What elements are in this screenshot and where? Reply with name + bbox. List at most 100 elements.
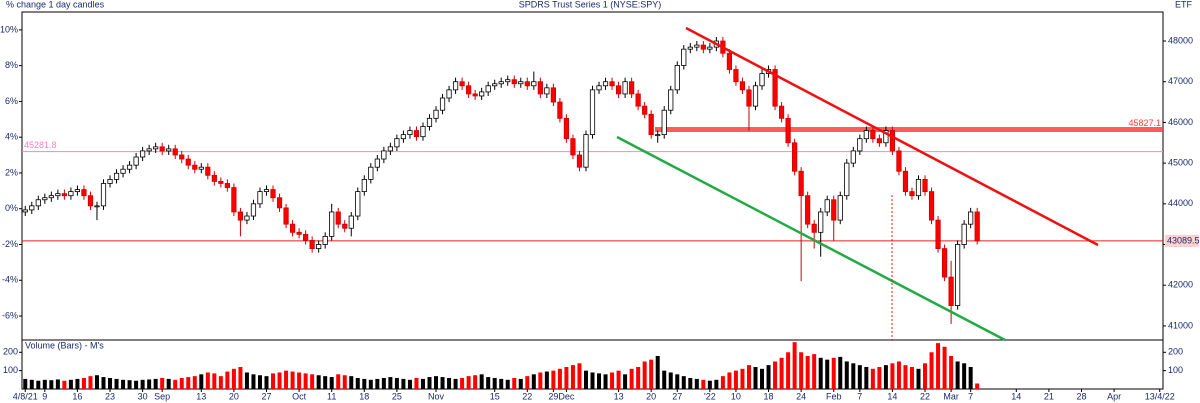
volume-bar [23,378,28,389]
candle-body [902,170,909,193]
volume-bar [936,343,941,389]
x-tick-label: 14 [1011,391,1021,401]
candle-body [537,81,543,95]
candle-body [374,158,380,168]
volume-bar [512,377,517,389]
y-tick-label: 0% [5,203,18,213]
volume-bar [310,374,315,389]
x-tick-label: 4/8/21 [13,391,38,401]
candle-body [218,181,224,184]
volume-bar [590,372,595,389]
volume-bar [277,372,282,389]
candle-body [153,146,159,150]
volume-tick-label: 200 [3,347,18,357]
candle-body [674,65,680,91]
trend-line-red [685,26,1099,247]
x-tick-label: Mar [943,391,959,401]
volume-bar [62,380,67,389]
volume-bar [427,377,432,389]
candle-body [322,235,328,245]
candle-body [466,85,472,95]
volume-bar [499,378,504,389]
candle-body [563,117,570,140]
volume-bar [381,377,386,389]
volume-bar [649,359,654,389]
volume-bar [264,376,269,389]
candle-body [289,223,296,233]
candle-body [505,79,511,83]
x-tick-label: 27 [261,391,271,401]
volume-bar [518,378,523,389]
candle-body [752,85,759,107]
candle-body [792,142,798,172]
candle-body [237,211,244,221]
y-tick-label: 2% [5,167,18,177]
volume-bar [916,368,921,389]
volume-bar [290,371,295,389]
volume-bar [88,376,93,389]
candle-body [935,219,941,249]
candle-body [231,187,237,213]
candle-body [615,85,622,95]
candle-body [107,178,113,184]
x-tick-label: 15 [490,391,500,401]
volume-bar [121,379,126,389]
candle-body [707,46,713,50]
x-tick-label: 13 [196,391,206,401]
candle-body [172,148,178,156]
x-tick-label: 27 [672,391,682,401]
candle-body [452,81,459,91]
x-tick-label: 20 [646,391,656,401]
candle-body [48,195,54,199]
candle-body [857,138,863,152]
chart-title: SPDRS Trust Series 1 (NYSE:SPY) [519,0,662,9]
volume-bar [877,366,882,389]
volume-bar [205,372,210,389]
corner-label: ETF [1175,0,1193,9]
y-tick-label: 4% [5,132,18,142]
volume-bar [955,361,960,389]
candle-body [479,91,485,97]
candle-body [100,183,107,207]
candle-body [596,85,602,91]
candle-body [629,81,635,95]
y2-tick-label: 48000 [1168,35,1193,45]
volume-bar [420,378,425,389]
volume-bar [883,365,888,389]
candle-body [400,134,407,140]
volume-bar [68,379,73,389]
candle-body [74,189,81,193]
candle-body [557,101,563,119]
candle-body [870,130,876,140]
candle-body [778,105,785,119]
candle-body [550,87,556,103]
volume-bar [284,370,289,389]
volume-bar [538,372,543,389]
volume-bar [812,354,817,389]
volume-bar [773,361,778,389]
volume-bar [460,377,465,389]
volume-bar [212,373,217,389]
candle-body [726,52,733,70]
candle-body [492,83,498,87]
x-tick-label: 10 [731,391,741,401]
volume-bar [414,377,419,389]
candle-body [211,174,217,182]
volume-bar [134,380,139,389]
volume-bar [740,368,745,389]
x-tick-label: 21 [1044,391,1054,401]
candle-body [394,138,400,148]
volume-bar [531,374,536,389]
candle-body [759,73,765,87]
x-tick-label: '22 [704,391,716,401]
volume-bar [760,368,765,389]
volume-bar [720,376,725,389]
candle-body [609,81,615,87]
candle-body [420,126,426,138]
candle-body [179,154,185,160]
reference-label: 45827.1 [1128,118,1161,128]
volume-bar [147,379,152,389]
candle-body [263,189,270,193]
candle-body [342,223,348,229]
